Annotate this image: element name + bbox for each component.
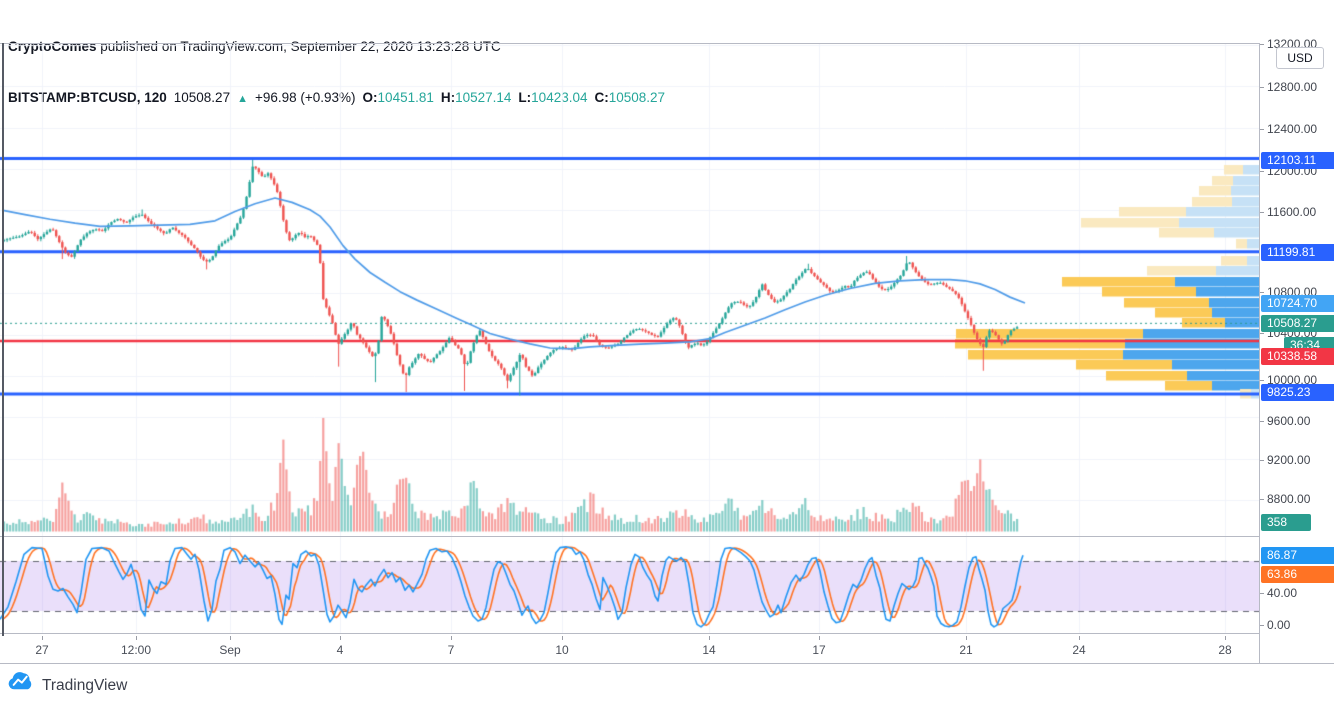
- tradingview-cloud-icon: [8, 672, 35, 699]
- time-tick-mark: [1079, 636, 1080, 640]
- time-tick-mark: [1225, 636, 1226, 640]
- time-tick-mark: [42, 636, 43, 640]
- time-tick-label: 10: [555, 643, 569, 657]
- time-tick-mark: [451, 636, 452, 640]
- tradingview-logo[interactable]: TradingView: [8, 672, 127, 699]
- price-tick-label: 10000.00: [1259, 373, 1318, 387]
- time-tick-mark: [562, 636, 563, 640]
- time-tick-label: Sep: [219, 643, 241, 657]
- time-tick-label: 24: [1072, 643, 1086, 657]
- time-tick-mark: [230, 636, 231, 640]
- time-tick-label: 12:00: [120, 643, 152, 657]
- price-level-badge: 10338.58: [1261, 348, 1334, 365]
- price-level-badge: 63.86: [1261, 566, 1334, 583]
- price-tick-label: 0.00: [1259, 618, 1291, 632]
- time-tick-label: 28: [1218, 643, 1232, 657]
- currency-toggle-button[interactable]: USD: [1276, 47, 1324, 69]
- time-tick-label: 17: [812, 643, 826, 657]
- chart-canvas[interactable]: [0, 43, 1259, 663]
- time-tick-mark: [819, 636, 820, 640]
- price-level-badge: 10724.70: [1261, 295, 1334, 312]
- time-tick-label: 14: [702, 643, 716, 657]
- time-tick-mark: [340, 636, 341, 640]
- price-tick-label: 9600.00: [1259, 414, 1311, 428]
- price-tick-label: 12400.00: [1259, 122, 1318, 136]
- price-tick-label: 11600.00: [1259, 205, 1317, 219]
- price-level-badge: 86.87: [1261, 547, 1334, 564]
- chart-bottom-border: [0, 663, 1334, 664]
- pane-separator[interactable]: [0, 536, 1334, 537]
- time-tick-label: 4: [336, 643, 344, 657]
- price-tick-label: 8800.00: [1259, 492, 1311, 506]
- price-level-badge: 358: [1261, 514, 1311, 531]
- time-tick-label: 21: [959, 643, 973, 657]
- tradingview-logo-text: TradingView: [42, 676, 128, 694]
- price-level-badge: 9825.23: [1261, 384, 1334, 401]
- chart-left-border: [2, 43, 4, 663]
- price-tick-label: 40.00: [1259, 586, 1298, 600]
- time-tick-mark: [709, 636, 710, 640]
- time-tick-label: 7: [447, 643, 455, 657]
- time-tick-label: 27: [35, 643, 49, 657]
- price-level-badge: 10508.27: [1261, 315, 1334, 332]
- chart-top-border: [0, 43, 1334, 44]
- axis-separator: [0, 633, 1334, 634]
- price-axis[interactable]: 13200.00 12800.00 12400.00 12000.00 11600.00…: [1259, 37, 1334, 663]
- price-tick-label: 9200.00: [1259, 453, 1311, 467]
- time-axis[interactable]: 27 12:00 Sep 4 7 10 14 17 21 24 28: [0, 636, 1259, 663]
- time-tick-mark: [136, 636, 137, 640]
- price-level-badge: 11199.81: [1261, 244, 1334, 261]
- price-tick-label: 12800.00: [1259, 80, 1318, 94]
- price-level-badge: 12103.11: [1261, 152, 1334, 169]
- time-tick-mark: [966, 636, 967, 640]
